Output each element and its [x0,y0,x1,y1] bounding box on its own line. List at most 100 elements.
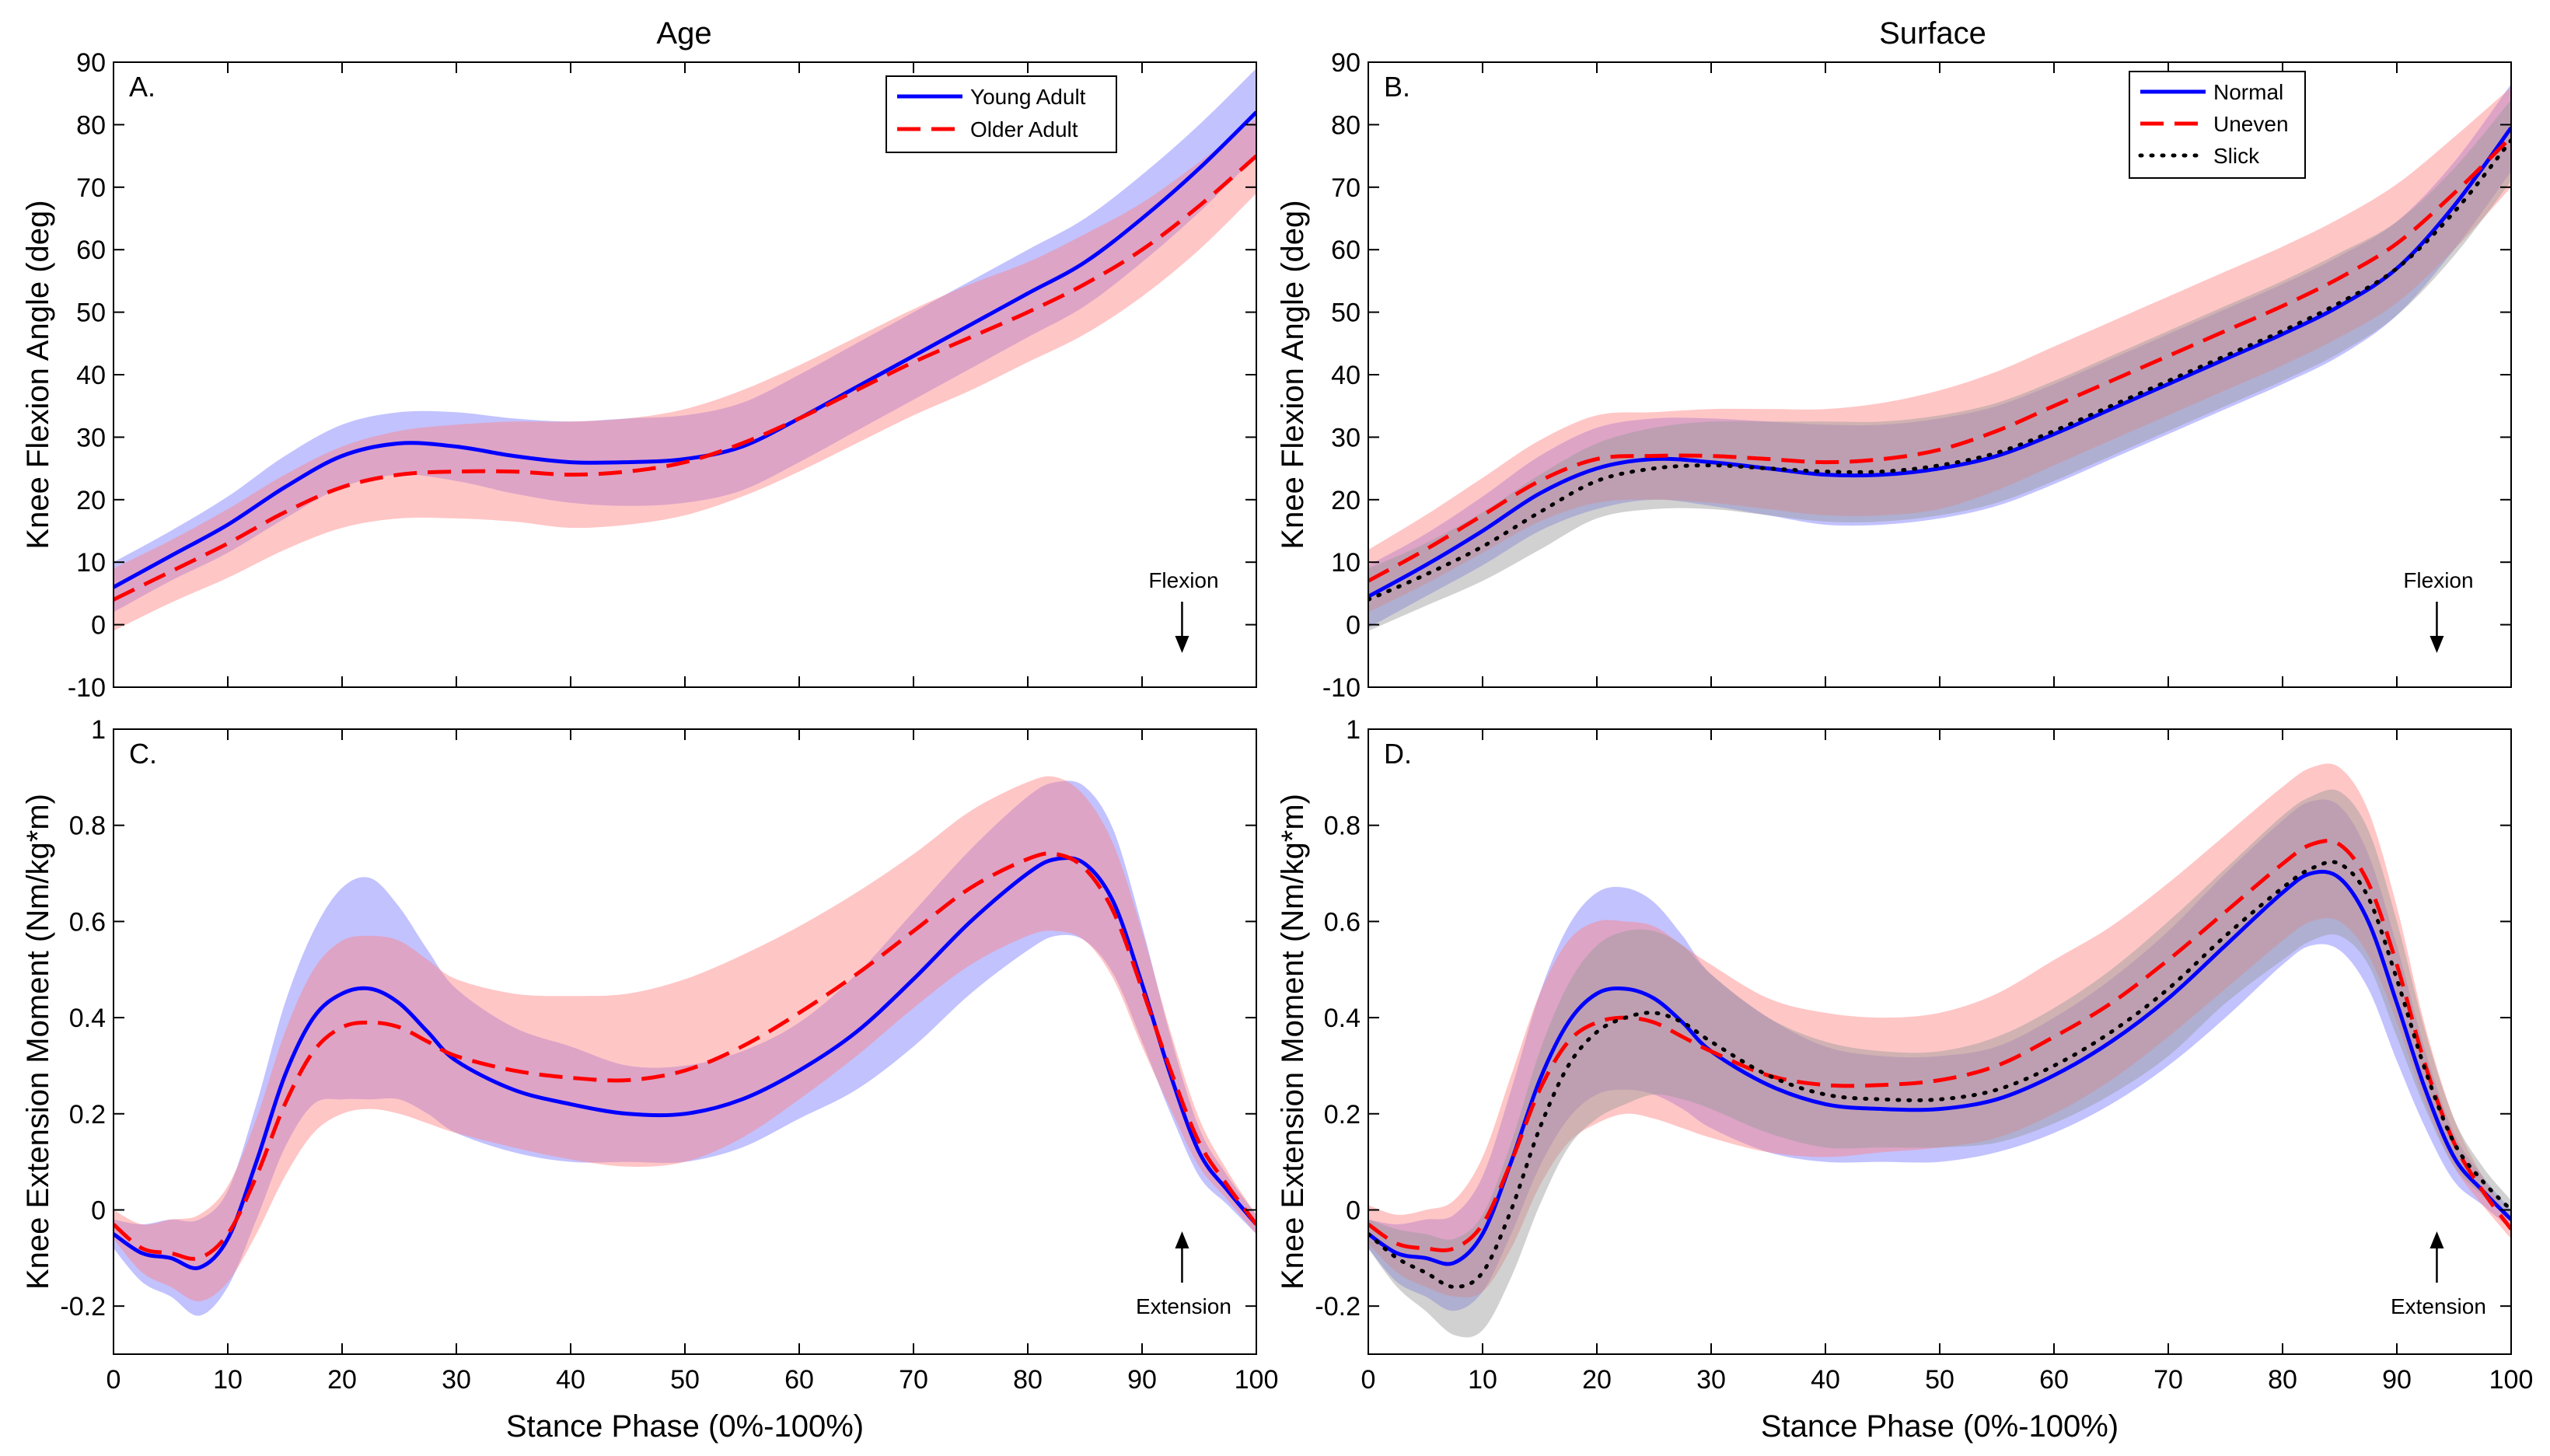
y-axis-label: Knee Flexion Angle (deg) [1276,200,1310,549]
panel-label: A. [129,71,155,103]
x-tick-label: 40 [1811,1365,1840,1395]
x-tick-label: 70 [899,1365,928,1395]
flexion-annotation-label: Flexion [2403,568,2473,592]
y-tick-label: 0.6 [69,907,106,937]
y-axis-label: Knee Extension Moment (Nm/kg*m) [1276,794,1310,1290]
x-tick-label: 70 [2154,1365,2183,1395]
y-tick-label: 30 [76,423,106,452]
legend-entry: Uneven [2213,112,2289,136]
band-slick [1368,789,2511,1338]
x-tick-label: 10 [213,1365,243,1395]
x-tick-label: 40 [556,1365,585,1395]
y-tick-label: 10 [1331,548,1361,578]
series-line-older-adult [114,154,1256,602]
y-tick-label: 60 [76,236,106,265]
series-line-older-adult [114,851,1256,1261]
band-older-adult [114,776,1256,1302]
y-tick-label: 0 [1346,1196,1361,1225]
y-tick-label: 70 [76,173,106,203]
y-tick-label: -10 [1322,673,1361,703]
series-line-uneven [1368,839,2511,1252]
y-tick-label: 90 [1331,48,1361,78]
panel-b-axes-box [1368,61,2512,688]
panel-c-plot-area [114,776,1256,1316]
y-tick-label: 50 [76,299,106,328]
series-line-slick [1368,138,2511,602]
y-tick-label: 0.8 [1324,812,1361,841]
extension-annotation-label: Extension [2391,1294,2486,1318]
extension-annotation-label: Extension [1136,1294,1231,1318]
y-tick-label: 20 [76,486,106,515]
y-axis-label: Knee Extension Moment (Nm/kg*m) [21,794,55,1290]
legend: Young Adult Older Adult [886,75,1117,153]
x-tick-label: 90 [1127,1365,1157,1395]
band-normal [1368,84,2511,628]
band-uneven [1368,763,2511,1298]
panel-d-plot-area [1368,763,2511,1338]
y-tick-label: 0 [91,611,106,641]
y-tick-label: 0.8 [69,812,106,841]
y-tick-label: 1 [1346,715,1361,745]
legend: Normal Uneven Slick [2129,71,2306,179]
y-tick-label: 0 [91,1196,106,1225]
x-tick-label: 60 [784,1365,814,1395]
y-tick-label: 60 [1331,236,1361,265]
band-normal [1368,799,2511,1311]
x-tick-label: 80 [1013,1365,1043,1395]
x-axis-label: Stance Phase (0%-100%) [506,1409,864,1444]
x-tick-label: 0 [107,1365,121,1395]
series-line-slick [1368,860,2511,1289]
legend-entry: Older Adult [970,117,1078,141]
y-tick-label: -0.2 [1315,1292,1361,1322]
column-title-surface: Surface [1879,16,1986,51]
x-tick-label: 80 [2268,1365,2297,1395]
y-tick-label: 70 [1331,173,1361,203]
panel-label: B. [1384,71,1410,103]
y-tick-label: 30 [1331,423,1361,452]
x-tick-label: 100 [1235,1365,1279,1395]
panel-b-plot-area [1368,84,2511,631]
y-tick-label: 80 [76,110,106,140]
band-older-adult [114,118,1256,631]
flexion-annotation-label: Flexion [1148,568,1218,592]
y-tick-label: -10 [68,673,106,703]
x-tick-label: 20 [1582,1365,1612,1395]
series-line-young-adult [114,110,1256,589]
series-line-young-adult [114,856,1256,1270]
x-tick-label: 10 [1468,1365,1497,1395]
y-tick-label: 0 [1346,611,1361,641]
panel-b: -10 0 10 20 30 40 50 60 70 80 90 B. Knee Flexion Ang… [1276,48,2512,703]
column-title-age: Age [656,16,711,51]
panel-label: D. [1384,738,1412,770]
y-tick-label: 0.4 [1324,1004,1361,1033]
x-tick-label: 100 [2489,1365,2534,1395]
panel-a-plot-area [114,68,1256,631]
legend-entry: Slick [2213,144,2260,168]
y-axis-label: Knee Flexion Angle (deg) [21,200,55,549]
panel-d: 0 10 20 30 40 50 60 70 80 90 100 -0.2 0 0.2 0.4 0.6 0.8 1… [1276,715,2533,1444]
legend-entry: Young Adult [970,85,1086,109]
band-slick [1368,100,2511,631]
panel-a-axes-box [113,61,1257,688]
y-tick-label: 50 [1331,299,1361,328]
x-tick-label: 20 [327,1365,357,1395]
y-tick-label: 10 [76,548,106,578]
x-tick-label: 50 [1925,1365,1954,1395]
y-tick-label: 0.2 [1324,1100,1361,1130]
y-tick-label: 40 [1331,361,1361,390]
y-tick-label: 0.6 [1324,907,1361,937]
legend-box [2129,71,2306,179]
legend-entry: Normal [2213,80,2283,104]
x-axis-label: Stance Phase (0%-100%) [1761,1409,2119,1444]
y-tick-label: -0.2 [60,1292,106,1322]
x-tick-label: 60 [2039,1365,2069,1395]
arrow-up-icon [1175,1231,1189,1248]
x-tick-label: 0 [1361,1365,1376,1395]
y-tick-label: 0.2 [69,1100,106,1130]
y-tick-label: 0.4 [69,1004,106,1033]
x-tick-label: 90 [2382,1365,2412,1395]
arrow-down-icon [1175,636,1189,653]
y-tick-label: 20 [1331,486,1361,515]
